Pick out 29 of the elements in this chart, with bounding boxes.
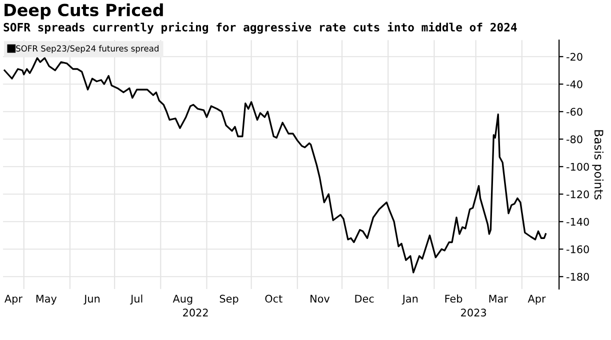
y-tick-label: -40 — [566, 80, 582, 88]
y-tick-label: -160 — [566, 245, 589, 254]
y-tick-label: -120 — [566, 190, 589, 198]
text: 2023 — [461, 308, 486, 317]
chart-title: Deep Cuts Priced — [4, 3, 163, 20]
legend-label: SOFR Sep23/Sep24 futures spread — [16, 45, 158, 54]
x-tick-label: Jul — [130, 294, 142, 305]
x-tick-label: Sep — [220, 294, 238, 305]
y-axis-title: Basis points — [592, 130, 604, 200]
x-tick-label: Apr — [4, 294, 22, 305]
x-tick-label: Nov — [310, 294, 330, 303]
x-tick-label: Aug — [172, 294, 192, 305]
y-tick-label: -80 — [566, 135, 582, 144]
y-tick-label: -140 — [566, 218, 589, 226]
x-tick-label: Mar — [489, 294, 508, 303]
x-tick-label: Apr — [528, 294, 546, 305]
x-tick-label: Jun — [84, 294, 100, 305]
y-tick-label: -20 — [566, 52, 582, 61]
x-tick-label: Oct — [265, 294, 282, 303]
line-series — [4, 57, 547, 274]
x-tick-label: Dec — [355, 294, 374, 303]
y-tick-label: -60 — [566, 108, 582, 116]
x-tick-label: Feb — [445, 294, 462, 303]
x-tick-label: May — [36, 294, 57, 305]
x-tick-label: Jan — [402, 294, 418, 305]
y-tick-label: -180 — [566, 272, 589, 281]
chart-subtitle: SOFR spreads currently pricing for aggressive rate cuts into middle of 2024 — [4, 22, 517, 34]
text: 2022 — [183, 308, 208, 317]
y-tick-label: -100 — [566, 162, 589, 171]
